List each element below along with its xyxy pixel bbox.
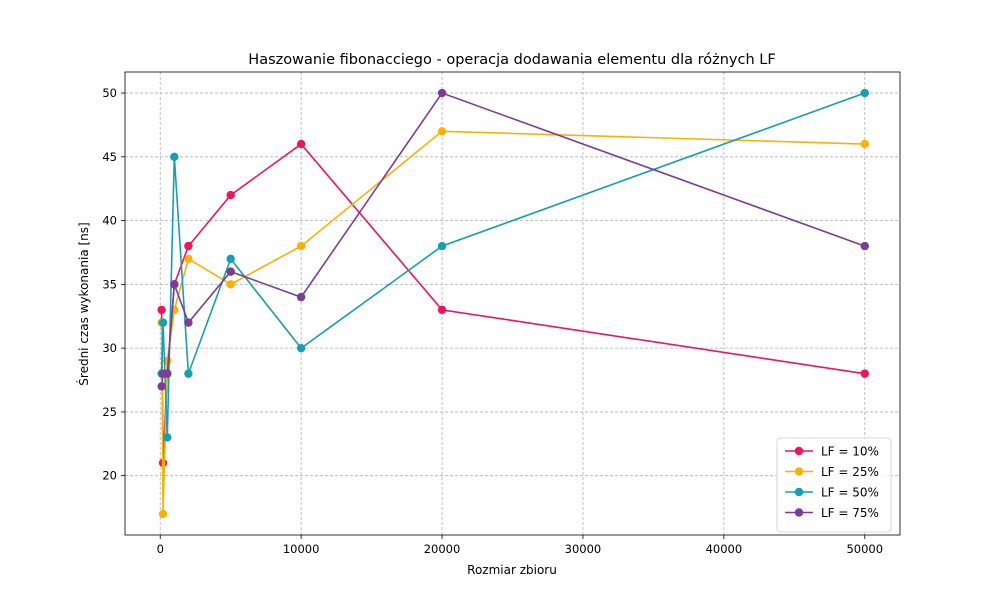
- data-point: [296, 343, 306, 353]
- legend-label: LF = 25%: [821, 465, 879, 479]
- legend-item: LF = 75%: [785, 506, 879, 520]
- legend-item: LF = 25%: [785, 465, 879, 479]
- legend: LF = 10% LF = 25% LF = 50% LF = 75%: [776, 437, 892, 533]
- axes-frame: [124, 71, 901, 536]
- x-tick-label: 30000: [565, 542, 602, 556]
- data-point: [163, 433, 172, 442]
- series-line: [160, 92, 866, 387]
- y-tick-label: 35: [102, 277, 117, 291]
- legend-marker: [794, 467, 804, 476]
- legend-item: LF = 50%: [785, 486, 879, 500]
- data-point: [437, 88, 447, 98]
- x-tick-label: 10000: [283, 542, 320, 556]
- legend-item: LF = 10%: [785, 445, 879, 459]
- x-tick-label: 20000: [424, 542, 461, 556]
- legend-label: LF = 50%: [821, 486, 879, 500]
- data-point: [184, 241, 193, 251]
- data-point: [163, 369, 172, 378]
- data-point: [296, 292, 306, 302]
- legend-label: LF = 10%: [821, 445, 879, 459]
- data-point: [158, 318, 168, 327]
- series-group: [157, 88, 869, 391]
- data-point: [157, 305, 166, 315]
- legend-label: LF = 75%: [821, 506, 879, 520]
- series-line: [160, 130, 865, 514]
- legend-box: [776, 437, 892, 533]
- y-axis-ticks: 20 25 30 35 40 45 50: [102, 86, 125, 483]
- data-point: [184, 254, 193, 264]
- data-point: [437, 241, 447, 251]
- data-point: [226, 280, 235, 289]
- data-point: [157, 382, 166, 391]
- data-point: [226, 254, 235, 264]
- data-point: [437, 127, 447, 136]
- data-point: [184, 318, 193, 327]
- y-tick-label: 45: [102, 150, 117, 164]
- data-point: [184, 369, 193, 378]
- data-point: [170, 280, 179, 289]
- legend-marker: [794, 487, 804, 497]
- series-line: [160, 142, 865, 463]
- y-tick-label: 50: [102, 86, 117, 100]
- chart-title: Haszowanie fibonacciego - operacja dodaw…: [248, 52, 775, 68]
- x-tick-label: 40000: [706, 542, 743, 556]
- data-point: [860, 369, 869, 378]
- legend-marker: [794, 508, 804, 517]
- series-group: [157, 127, 869, 519]
- data-point: [296, 241, 306, 251]
- data-point: [860, 139, 869, 149]
- x-axis-ticks: 0 10000 20000 30000 40000 50000: [157, 535, 883, 556]
- data-point: [158, 509, 168, 519]
- y-axis-label: Średni czas wykonania [ns]: [76, 222, 91, 385]
- data-point: [170, 152, 179, 162]
- data-point: [226, 267, 235, 276]
- legend-marker: [794, 446, 804, 456]
- y-tick-label: 20: [102, 469, 117, 483]
- x-tick-label: 50000: [846, 542, 883, 556]
- data-point: [437, 305, 447, 315]
- y-tick-label: 40: [102, 214, 117, 228]
- x-tick-label: 0: [157, 542, 164, 556]
- data-point: [860, 88, 869, 98]
- series-group: [157, 139, 869, 468]
- data-point: [860, 241, 869, 251]
- series-layer: [157, 88, 869, 519]
- x-axis-label: Rozmiar zbioru: [467, 563, 557, 577]
- y-tick-label: 25: [102, 405, 117, 419]
- data-point: [226, 190, 235, 200]
- y-tick-label: 30: [102, 341, 117, 355]
- data-point: [296, 139, 306, 149]
